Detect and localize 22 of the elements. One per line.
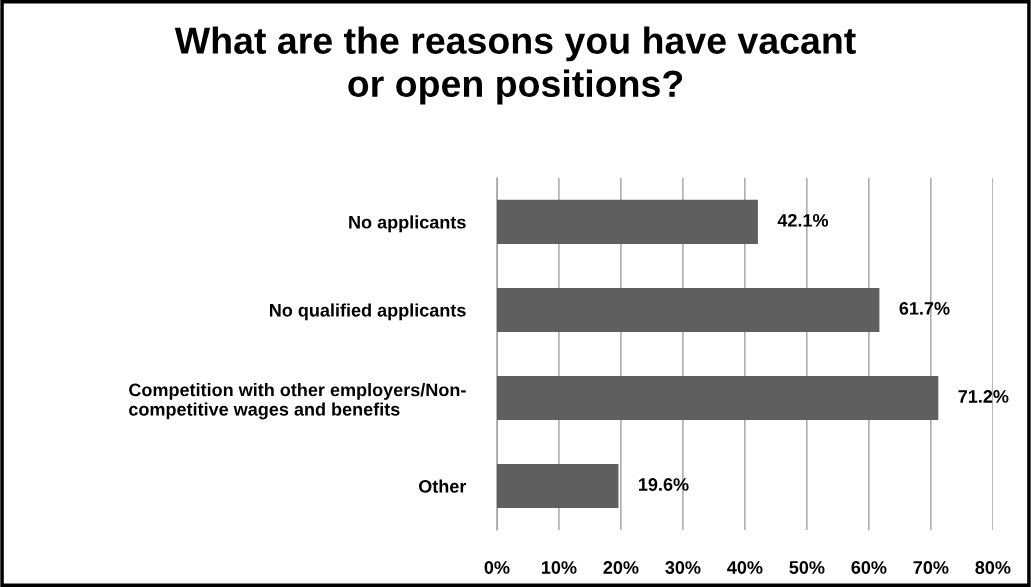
x-tick-label: 50% (789, 561, 825, 574)
bar (496, 199, 758, 244)
x-tick-label: 20% (603, 561, 639, 574)
x-tick-label: 10% (542, 561, 577, 574)
chart-title: What are the reasons you have vacant or open positions? (174, 26, 856, 105)
data-label: 61.7% (899, 302, 950, 315)
y-tick-label: Other (418, 479, 467, 493)
x-tick-label: 70% (913, 561, 949, 574)
bar (496, 287, 880, 332)
y-tick-label: No qualified applicants (269, 303, 466, 321)
y-tick-label: No applicants (349, 215, 466, 233)
x-tick-label: 40% (727, 561, 763, 574)
x-tick-label: 60% (851, 561, 887, 574)
bar (496, 375, 939, 420)
data-label: 71.2% (958, 390, 1009, 403)
x-tick-label: 80% (975, 561, 1011, 574)
data-label: 42.1% (777, 213, 829, 227)
data-label: 19.6% (639, 478, 689, 491)
x-tick-label: 30% (665, 561, 701, 574)
y-tick-label: Competition with other employers/Non- competitive wages and benefits (129, 383, 466, 420)
x-tick-label: 0% (484, 561, 510, 574)
bar (496, 464, 619, 509)
